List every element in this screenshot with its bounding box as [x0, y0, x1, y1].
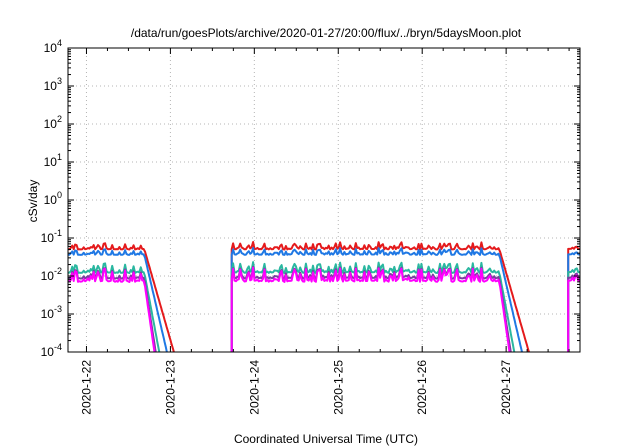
- series-line-1: [68, 241, 580, 352]
- y-tick-label: 100: [44, 190, 62, 207]
- chart-title: /data/run/goesPlots/archive/2020-01-27/2…: [131, 26, 522, 40]
- y-tick-label: 102: [44, 114, 62, 131]
- axes: [67, 47, 581, 353]
- x-tick-label: 2020-1-23: [163, 360, 177, 415]
- x-tick-label: 2020-1-25: [331, 360, 345, 415]
- y-tick-label: 10-2: [41, 266, 62, 283]
- series-line-3: [68, 261, 580, 352]
- y-tick-label: 10-1: [41, 228, 62, 245]
- y-tick-label: 10-3: [41, 304, 62, 321]
- y-axis-label: cSv/day: [26, 180, 40, 223]
- y-tick-label: 104: [44, 38, 62, 55]
- x-axis-label: Coordinated Universal Time (UTC): [234, 432, 418, 446]
- x-tick-labels: 2020-1-22 2020-1-23 2020-1-24 2020-1-25 2020…: [79, 360, 513, 415]
- series-line-5: [68, 266, 580, 352]
- y-tick-labels: 10-4 10-3 10-2 10-1 100 101 102 103 104: [41, 38, 62, 359]
- x-tick-label: 2020-1-24: [247, 360, 261, 415]
- x-tick-label: 2020-1-27: [499, 360, 513, 415]
- series-group: [68, 241, 580, 352]
- x-tick-label: 2020-1-22: [79, 360, 93, 415]
- y-tick-label: 10-4: [41, 342, 62, 359]
- y-tick-label: 103: [44, 76, 62, 93]
- x-tick-label: 2020-1-26: [415, 360, 429, 415]
- y-tick-label: 101: [44, 152, 62, 169]
- plot-frame: [67, 47, 581, 353]
